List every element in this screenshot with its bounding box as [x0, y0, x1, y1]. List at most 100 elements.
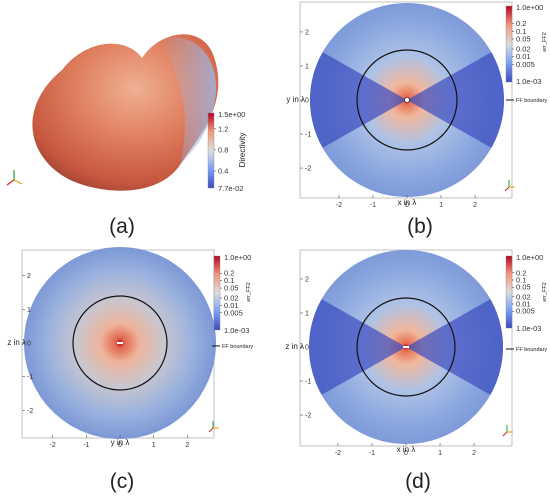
legend-d-label: FF boundary: [516, 347, 547, 353]
colorbar-tick-label: 0.02: [224, 293, 239, 302]
xtick-label: -1: [369, 450, 375, 457]
panel-c-ylabel: z in λ: [7, 338, 26, 347]
ytick-label: -2: [27, 408, 33, 415]
colorbar-tick-label: 0.01: [516, 300, 531, 309]
panel-label-d: (d): [405, 470, 431, 493]
colorbar-b-max: 1.0e+00: [516, 3, 543, 12]
colorbar-tick-label: 0.05: [516, 283, 531, 292]
colorbar-a-max: 1.5e+00: [218, 110, 245, 119]
xtick-label: 2: [473, 202, 477, 209]
panel-c-source: [117, 342, 123, 344]
colorbar-tick-label: 0.1: [224, 276, 234, 285]
panel-b-boundary: [356, 49, 458, 151]
colorbar-tick-label: 0.05: [516, 34, 531, 43]
ytick-label: 0: [305, 345, 309, 352]
ytick-label: 1: [27, 307, 31, 314]
axis-triad-b: [504, 180, 515, 192]
colorbar-tick-label: 0.005: [224, 308, 243, 317]
ytick-label: 1: [305, 63, 309, 70]
xtick-label: -2: [335, 450, 341, 457]
panel-b-ylabel: y in λ: [286, 95, 305, 104]
xtick-label: -1: [83, 442, 89, 449]
panel-d-xlabel: x in λ: [397, 445, 416, 454]
colorbar-c-title: err_FF2: [246, 282, 252, 302]
xtick-label: 0: [118, 442, 122, 449]
ytick-label: 2: [27, 273, 31, 280]
colorbar-a-min: 7.7e-02: [218, 184, 243, 193]
xtick-label: 1: [439, 202, 443, 209]
colorbar-tick-label: 0.01: [224, 301, 239, 310]
ytick-label: 1: [305, 310, 309, 317]
legend-c: FF boundary: [212, 344, 253, 350]
colorbar-tick-label: 0.1: [516, 27, 526, 36]
colorbar-tick-label: 0.8: [218, 145, 228, 154]
xtick-label: 2: [472, 450, 476, 457]
colorbar-tick-label: 0.02: [516, 45, 531, 54]
panel-a: 1.5e+00 7.7e-02 1.2 0.8 0.4 Directivity (a…: [6, 34, 247, 238]
ytick-label: -2: [305, 413, 311, 420]
ytick-label: 0: [27, 341, 31, 348]
xtick-label: -2: [50, 442, 56, 449]
axis-triad-d: [502, 425, 513, 437]
legend-b-label: FF boundary: [516, 98, 547, 104]
colorbar-b-min: 1.0e-03: [516, 77, 541, 86]
colorbar-tick-label: 1.2: [218, 124, 228, 133]
panel-c-xlabel: y in λ: [111, 438, 130, 447]
colorbar-a-title: Directivity: [238, 133, 247, 168]
colorbar-d-min: 1.0e-03: [516, 324, 541, 333]
ytick-label: 2: [305, 29, 309, 36]
ytick-label: -1: [27, 374, 33, 381]
colorbar-b-title: err_FF2: [542, 32, 548, 52]
ytick-label: 2: [305, 276, 309, 283]
colorbar-d: 1.0e+00 1.0e-03 0.20.10.050.020.010.005 …: [505, 253, 548, 333]
xtick-label: 1: [438, 450, 442, 457]
colorbar-a: 1.5e+00 7.7e-02 1.2 0.8 0.4 Directivity: [207, 110, 247, 193]
panel-d-source: [403, 346, 409, 348]
panel-label-a: (a): [109, 215, 135, 238]
xtick-label: -2: [336, 202, 342, 209]
colorbar-tick-label: 0.2: [516, 268, 526, 277]
panel-b-xlabel: x in λ: [398, 198, 417, 207]
panel-b-source: [404, 97, 410, 103]
ytick-label: -1: [305, 379, 311, 386]
colorbar-tick-label: 0.2: [516, 19, 526, 28]
panel-d-ylabel: z in λ: [285, 342, 304, 351]
colorbar-tick-label: 0.005: [516, 60, 535, 69]
legend-d: FF boundary: [506, 347, 547, 353]
colorbar-tick-label: 0.2: [224, 269, 234, 278]
xtick-label: 0: [404, 450, 408, 457]
colorbar-c-min: 1.0e-03: [224, 326, 249, 335]
panel-c-boundary: [72, 295, 168, 391]
panel-b-nulls: [310, 45, 504, 155]
ytick-label: -1: [305, 132, 311, 139]
xtick-label: -1: [370, 202, 376, 209]
panel-label-c: (c): [110, 470, 135, 493]
panel-c: -2 -1 0 1 2 2 1 0 -1 -2 y in λ z in λ 1.0e+00 1.0…: [7, 247, 253, 493]
panel-b: -2 -1 0 1 2 2 1 0 -1 -2 x in λ y in λ 1.0e+00 1.0…: [286, 1, 548, 238]
colorbar-tick-label: 0.1: [516, 276, 526, 285]
colorbar-c-max: 1.0e+00: [224, 253, 251, 262]
legend-c-label: FF boundary: [222, 344, 253, 350]
xtick-label: 0: [405, 202, 409, 209]
panel-label-b: (b): [407, 215, 433, 238]
ytick-label: -2: [305, 166, 311, 173]
ytick-label: 0: [305, 98, 309, 105]
legend-b: FF boundary: [506, 98, 547, 104]
panel-d-boundary: [356, 297, 456, 397]
xtick-label: 2: [185, 442, 189, 449]
colorbar-d-max: 1.0e+00: [516, 253, 543, 262]
colorbar-tick-label: 0.02: [516, 292, 531, 301]
colorbar-b: 1.0e+00 1.0e-03 0.20.10.050.020.010.005 …: [505, 3, 548, 86]
colorbar-tick-label: 0.01: [516, 52, 531, 61]
panel-d: -2 -1 0 1 2 2 1 0 -1 -2 x in λ z in λ 1.0e+00 1.0…: [285, 249, 548, 493]
axis-triad-a: [6, 170, 23, 186]
colorbar-tick-label: 0.005: [516, 307, 535, 316]
axis-triad-c: [208, 421, 219, 433]
colorbar-tick-label: 0.4: [218, 166, 228, 175]
colorbar-d-title: err_FF2: [542, 282, 548, 302]
directivity-shape: [32, 34, 219, 191]
xtick-label: 1: [152, 442, 156, 449]
colorbar-c: 1.0e+00 1.0e-03 0.20.10.050.020.010.005 …: [213, 253, 252, 335]
colorbar-tick-label: 0.05: [224, 284, 239, 293]
